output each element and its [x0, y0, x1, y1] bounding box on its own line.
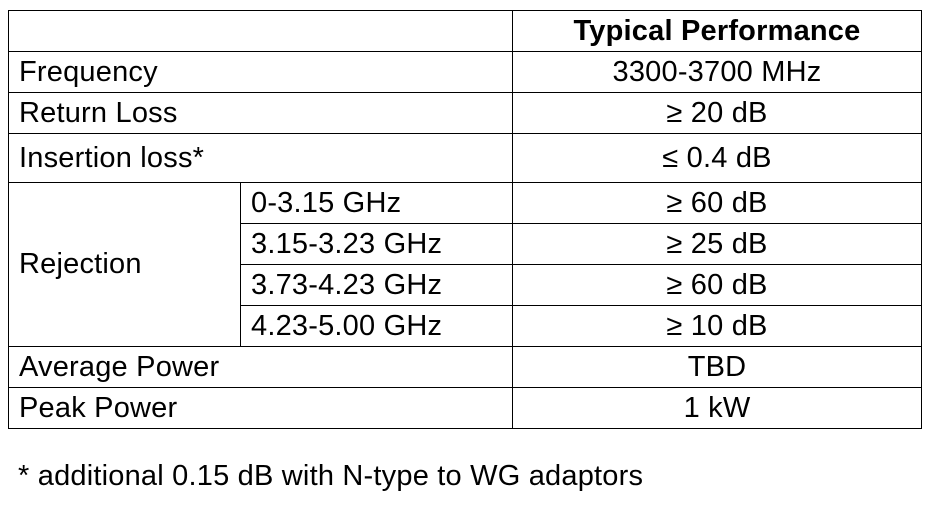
header-blank-cell	[8, 10, 513, 52]
table-row-return-loss: Return Loss ≥ 20 dB	[8, 92, 922, 134]
average-power-value: TBD	[512, 346, 922, 388]
footnote: * additional 0.15 dB with N-type to WG a…	[18, 460, 644, 492]
insertion-loss-label: Insertion loss*	[8, 133, 513, 183]
rejection-band-range: 4.23-5.00 GHz	[240, 305, 513, 347]
peak-power-value: 1 kW	[512, 387, 922, 429]
table-row-peak-power: Peak Power 1 kW	[8, 387, 922, 429]
frequency-label: Frequency	[8, 51, 513, 93]
rejection-band-range: 3.15-3.23 GHz	[240, 223, 513, 265]
rejection-band-range: 3.73-4.23 GHz	[240, 264, 513, 306]
rejection-band-range: 0-3.15 GHz	[240, 182, 513, 224]
header-typical-performance: Typical Performance	[512, 10, 922, 52]
frequency-value: 3300-3700 MHz	[512, 51, 922, 93]
rejection-band-value: ≥ 60 dB	[512, 264, 922, 306]
average-power-label: Average Power	[8, 346, 513, 388]
table-row-insertion-loss: Insertion loss* ≤ 0.4 dB	[8, 133, 922, 183]
insertion-loss-value: ≤ 0.4 dB	[512, 133, 922, 183]
return-loss-value: ≥ 20 dB	[512, 92, 922, 134]
table-row-rejection-band-2: 3.15-3.23 GHz ≥ 25 dB	[9, 223, 922, 265]
table-row-frequency: Frequency 3300-3700 MHz	[8, 51, 922, 93]
performance-spec-table: Typical Performance Frequency 3300-3700 …	[8, 10, 922, 429]
return-loss-label: Return Loss	[8, 92, 513, 134]
rejection-band-value: ≥ 60 dB	[512, 182, 922, 224]
rejection-band-value: ≥ 25 dB	[512, 223, 922, 265]
table-header-row: Typical Performance	[8, 10, 922, 52]
peak-power-label: Peak Power	[8, 387, 513, 429]
rejection-band-value: ≥ 10 dB	[512, 305, 922, 347]
table-row-average-power: Average Power TBD	[8, 346, 922, 388]
rejection-label: Rejection	[8, 182, 241, 347]
table-row-rejection-band-1: Rejection 0-3.15 GHz ≥ 60 dB	[8, 182, 922, 347]
